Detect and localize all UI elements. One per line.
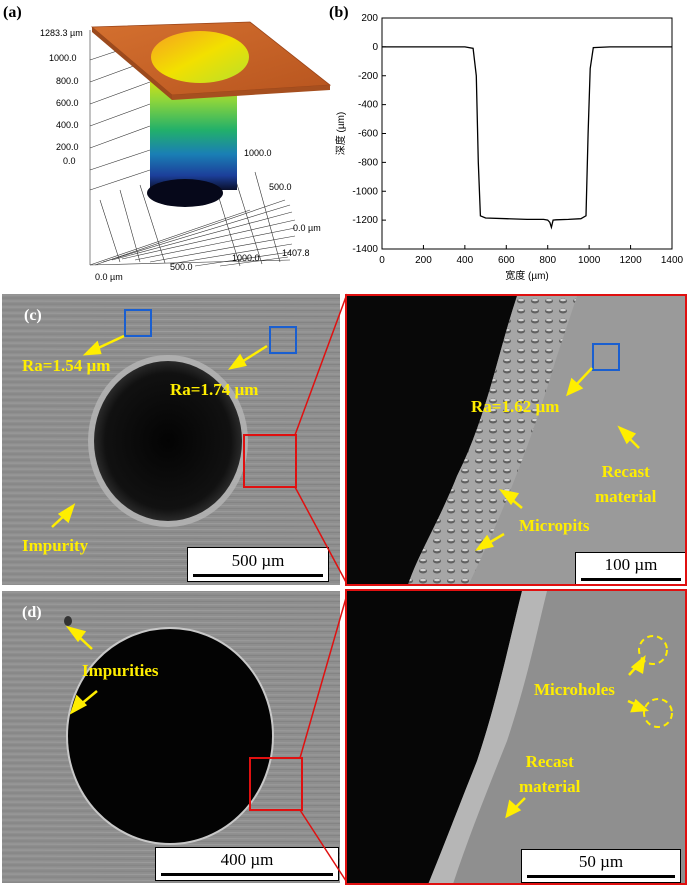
y-tick-label: -1200	[352, 215, 378, 226]
z-tick-label: 200.0	[56, 142, 79, 152]
y-tick-label: -400	[358, 100, 378, 111]
y-tick-label: 1000.0	[244, 148, 272, 158]
scale-bar: 400 µm	[155, 847, 339, 881]
y-tick-label: -1000	[352, 186, 378, 197]
y-tick-label: 0	[372, 42, 378, 53]
impurities-label: Impurities	[82, 661, 159, 680]
x-tick-label: 1400	[661, 255, 684, 266]
x-tick-label: 600	[498, 255, 515, 266]
recast-label-line: material	[519, 777, 581, 796]
x-tick-label: 400	[457, 255, 474, 266]
microhole-marker	[638, 635, 668, 665]
y-tick-label: -600	[358, 129, 378, 140]
scale-bar-label: 100 µm	[604, 555, 658, 574]
panel-d-sem-graphic	[2, 591, 340, 883]
z-tick-label: 400.0	[56, 120, 79, 130]
micropits-label: Micropits	[519, 516, 590, 535]
x-axis-label: 宽度 (µm)	[505, 269, 549, 282]
scale-bar-label: 50 µm	[578, 852, 624, 871]
x-tick-label: 0.0 µm	[95, 272, 123, 282]
x-tick-label: 0	[379, 255, 385, 266]
scale-bar-label: 500 µm	[231, 551, 285, 570]
y-tick-label: 0.0 µm	[293, 223, 321, 233]
y-axis-label: 深度 (µm)	[334, 112, 347, 156]
panel-label-b: (b)	[329, 4, 349, 21]
ra-label-left: Ra=1.54 µm	[22, 356, 111, 375]
scale-bar: 100 µm	[575, 552, 685, 584]
panel-a-3d-profile: 1283.3 µm 1000.0 800.0 600.0 400.0 200.0…	[40, 21, 332, 282]
z-tick-label: 1000.0	[49, 53, 77, 63]
y-tick-label: -200	[358, 71, 378, 82]
x-tick-label: 1000.0	[232, 253, 260, 263]
panel-label-a: (a)	[3, 4, 22, 21]
panel-label-d: (d)	[22, 604, 42, 621]
zoom-connector-c	[294, 293, 348, 585]
x-tick-label: 800	[539, 255, 556, 266]
panel-d-zoom-graphic	[347, 591, 685, 883]
panel-d-hole	[66, 627, 274, 845]
scale-bar: 50 µm	[521, 849, 681, 883]
zoom-region-box	[243, 434, 297, 488]
recast-label-line: material	[595, 487, 657, 506]
z-tick-label: 600.0	[56, 98, 79, 108]
panel-c-zoom-graphic	[347, 296, 685, 584]
y-tick-label: 500.0	[269, 182, 292, 192]
y-tick-label: -800	[358, 157, 378, 168]
scale-bar: 500 µm	[187, 547, 329, 582]
panel-b-depth-chart: 0 200 400 600 800 1000 1200 1400 200 0 -200 -400 -60…	[334, 13, 684, 282]
panel-label-c: (c)	[24, 307, 42, 324]
ra-label-center: Ra=1.74 µm	[170, 380, 259, 399]
panel-c-hole	[94, 361, 242, 521]
microholes-label: Microholes	[534, 680, 615, 699]
panel-c-zoom-image: Ra=1.62 µm Recast material Micropits 100…	[345, 294, 687, 586]
depth-profile-line	[382, 46, 672, 230]
x-tick-label: 1407.8	[282, 248, 310, 258]
z-tick-label: 1283.3 µm	[40, 28, 83, 38]
zoom-connector-d	[299, 590, 349, 885]
zoom-region-box	[249, 757, 303, 811]
ra-measure-box	[124, 309, 152, 337]
panel-c-sem-graphic	[2, 294, 340, 585]
panel-d-sem-image: (d) Impurities 400 µm	[2, 591, 340, 883]
microhole-marker	[643, 698, 673, 728]
y-tick-label: 200	[361, 13, 378, 24]
x-tick-label: 200	[415, 255, 432, 266]
x-tick-label: 1000	[578, 255, 601, 266]
y-tick-label: -1400	[352, 244, 378, 255]
recast-label: Recast material	[519, 749, 580, 799]
ra-label-zoom: Ra=1.62 µm	[471, 397, 560, 416]
scale-bar-label: 400 µm	[220, 850, 274, 869]
panel-a-hole-bottom	[147, 179, 223, 207]
impurity-label: Impurity	[22, 536, 89, 555]
panel-d-zoom-image: Microholes Recast material 50 µm	[345, 589, 687, 885]
panel-c-sem-image: (c) Ra=1.54 µm Ra=1.74 µm Impurity 500 µ…	[2, 294, 340, 585]
plot-frame	[381, 17, 673, 250]
recast-label-line: Recast	[525, 752, 574, 771]
z-tick-label: 800.0	[56, 76, 79, 86]
x-tick-label: 500.0	[170, 262, 193, 272]
ra-measure-box	[269, 326, 297, 354]
recast-label: Recast material	[595, 459, 656, 509]
x-tick-label: 1200	[619, 255, 642, 266]
recast-label-line: Recast	[601, 462, 650, 481]
ra-measure-box	[592, 343, 620, 371]
panel-a-hole-opening	[151, 31, 249, 83]
z-tick-label: 0.0	[63, 156, 76, 166]
